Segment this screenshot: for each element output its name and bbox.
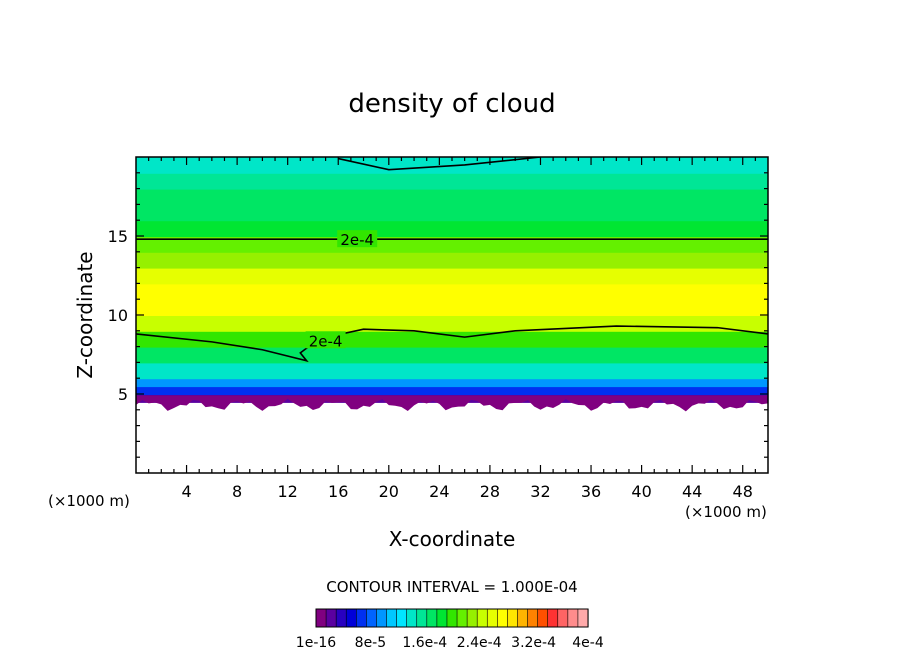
contour-label-bg (305, 331, 346, 349)
density-band (136, 315, 768, 332)
colorbar-tick-label: 1.6e-4 (402, 635, 447, 651)
contour-label: 2e-4 (309, 332, 343, 350)
x-tick-label: 40 (631, 482, 651, 501)
colorbar-swatch (406, 608, 418, 628)
colorbar-swatch (476, 608, 488, 628)
colorbar-swatch (547, 608, 559, 628)
x-tick-label: 12 (278, 482, 298, 501)
contour-labels: 2e-4 2e-4 (305, 230, 378, 350)
density-band (136, 220, 768, 237)
colorbar-swatch (446, 608, 458, 628)
colorbar-tick-label: 8e-5 (355, 635, 386, 651)
density-band (136, 267, 768, 285)
colorbar-tick-label: 3.2e-4 (511, 635, 556, 651)
colorbar-swatch (366, 608, 378, 628)
colorbar-swatch (466, 608, 478, 628)
x-axis-label: X-coordinate (389, 527, 516, 551)
density-band (136, 283, 768, 301)
density-band (136, 299, 768, 316)
colorbar-swatch (315, 608, 327, 628)
y-tick-labels: 5 10 15 (108, 227, 128, 404)
y-tick-label: 15 (108, 227, 128, 246)
chart-title: density of cloud (348, 89, 555, 119)
contour-line-lower (136, 325, 768, 363)
y-tick-label: 5 (118, 385, 128, 404)
density-band (136, 236, 768, 253)
density-band (136, 362, 768, 380)
x-tick-label: 20 (379, 482, 399, 501)
x-tick-label: 36 (581, 482, 601, 501)
colorbar-swatch (557, 608, 569, 628)
axis-ticks (136, 157, 768, 473)
density-band (136, 188, 768, 206)
density-bands (136, 157, 768, 403)
x-tick-label: 44 (682, 482, 702, 501)
colorbar-swatch (376, 608, 388, 628)
x-tick-label: 24 (429, 482, 449, 501)
density-band (136, 172, 768, 190)
x-tick-label: 16 (328, 482, 348, 501)
density-band (136, 378, 768, 388)
colorbar-swatch (325, 608, 337, 628)
colorbar-tick-label: 4e-4 (572, 635, 604, 651)
x-tick-label: 4 (181, 482, 191, 501)
x-tick-labels: 4 8 12 16 20 24 28 32 36 40 44 48 (181, 482, 752, 501)
colorbar-swatch (396, 608, 408, 628)
colorbar-tick-label: 2.4e-4 (457, 635, 502, 651)
colorbar-swatch (386, 608, 398, 628)
y-axis-label: Z-coordinate (73, 251, 97, 378)
contour-label-bg (337, 230, 378, 248)
x-unit-right: (×1000 m) (685, 503, 767, 521)
x-tick-label: 28 (480, 482, 500, 501)
colorbar-swatch (537, 608, 549, 628)
colorbar (315, 608, 589, 628)
colorbar-swatch (456, 608, 468, 628)
density-band (136, 251, 768, 269)
colorbar-swatch (517, 608, 529, 628)
cloud-base-edge (136, 395, 768, 412)
colorbar-swatch (355, 608, 367, 628)
density-band (136, 330, 768, 348)
colorbar-swatch (436, 608, 448, 628)
colorbar-tick-label: 1e-16 (296, 635, 336, 651)
y-tick-label: 10 (108, 306, 128, 325)
x-tick-label: 8 (232, 482, 242, 501)
density-band (136, 386, 768, 395)
colorbar-swatch (416, 608, 428, 628)
colorbar-swatch (486, 608, 498, 628)
colorbar-swatch (335, 608, 347, 628)
colorbar-tick-labels: 1e-16 8e-5 1.6e-4 2.4e-4 3.2e-4 4e-4 (296, 635, 604, 651)
colorbar-swatch (527, 608, 539, 628)
density-band (136, 204, 768, 222)
contour-interval-text: CONTOUR INTERVAL = 1.000E-04 (326, 578, 577, 596)
colorbar-swatch (497, 608, 509, 628)
colorbar-swatch (507, 608, 519, 628)
colorbar-swatch (577, 608, 589, 628)
x-tick-label: 48 (733, 482, 753, 501)
x-tick-label: 32 (530, 482, 550, 501)
cloud-free-region (136, 405, 768, 473)
density-band (136, 346, 768, 364)
x-unit-left: (×1000 m) (48, 492, 130, 510)
plot-area (136, 157, 768, 473)
colorbar-frame (315, 608, 589, 628)
colorbar-swatch (567, 608, 579, 628)
colorbar-swatch (426, 608, 438, 628)
contour-label: 2e-4 (340, 231, 374, 249)
colorbar-swatch (345, 608, 357, 628)
